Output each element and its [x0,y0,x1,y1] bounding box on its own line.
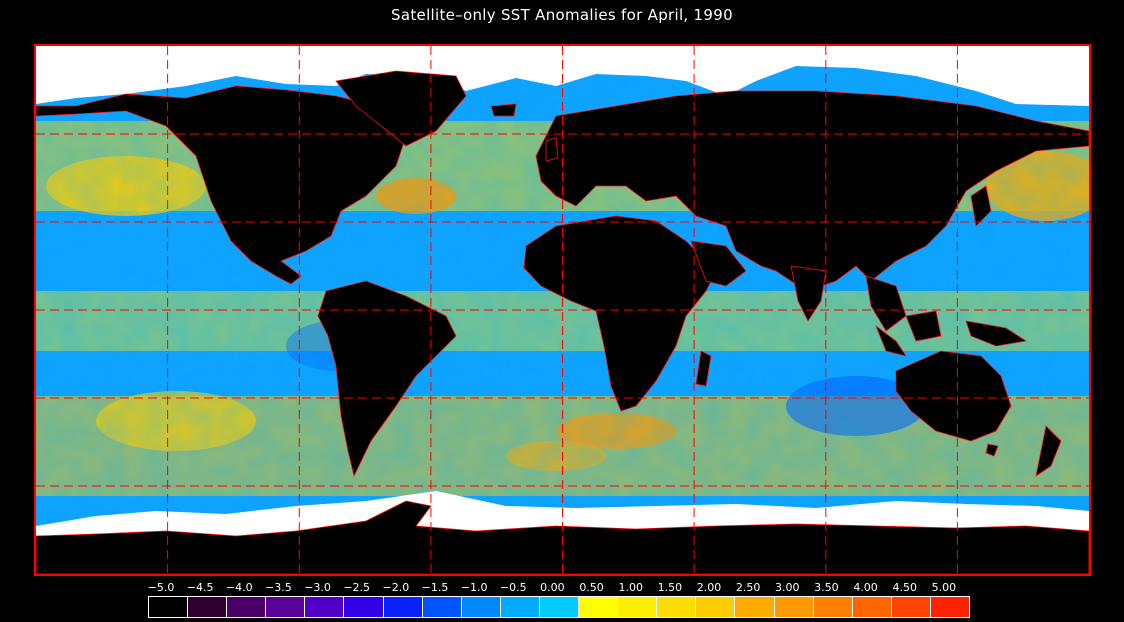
southeast-asia [865,275,907,332]
colorbar-swatch [500,597,540,617]
colorbar-swatch [930,597,969,617]
tasmania [985,443,999,457]
colorbar-swatch [383,597,423,617]
europe-asia [535,90,1089,292]
japan [970,185,992,227]
colorbar-swatch [774,597,814,617]
madagascar [695,350,712,387]
colorbar-swatch [852,597,892,617]
colorbar-tick-labels: −5.0 −4.5 −4.0 −3.5 −3.0 −2.5 −2.0 −1.5 −1.0 −0.5… [0,581,1124,595]
colorbar-tick-label: −4.5 [186,581,214,594]
new-zealand [1035,425,1062,477]
colorbar-tick-label: 0.00 [540,581,565,594]
colorbar-swatch [735,597,775,617]
colorbar-tick-label: −2.5 [343,581,371,594]
colorbar-tick-label: −5.0 [147,581,175,594]
new-guinea [965,320,1028,347]
south-america [317,280,457,478]
iceland [490,103,517,117]
colorbar-tick-label: 4.00 [853,581,878,594]
map-frame [34,44,1091,576]
colorbar-tick-label: −3.5 [265,581,292,594]
colorbar-swatch [696,597,736,617]
uk-ireland [545,137,559,162]
colorbar-swatch [266,597,306,617]
colorbar-swatch [227,597,267,617]
graticule [36,46,1089,574]
colorbar-tick-label: 5.00 [931,581,957,594]
colorbar-tick-label: 1.50 [657,581,683,594]
colorbar-tick-label: 4.50 [892,581,917,594]
colorbar-tick-label: −2.0 [382,581,410,594]
colorbar-tick-label: 0.50 [579,581,604,594]
india [790,265,827,322]
chart-title: Satellite–only SST Anomalies for April, … [391,6,733,24]
arabia [690,240,747,287]
colorbar-tick-label: 3.00 [775,581,800,594]
colorbar-swatch [422,597,462,617]
colorbar-tick-label: −3.0 [304,581,331,594]
sumatra [875,324,907,357]
colorbar-tick-label: −0.5 [499,581,527,594]
sst-anomaly-map [36,46,1089,574]
greenland [335,70,467,147]
colorbar-swatch [539,597,580,617]
colorbar-swatch [461,597,501,617]
africa [523,215,717,412]
colorbar-tick-label: −1.0 [460,581,488,594]
colorbar-swatch [305,597,345,617]
borneo [905,310,942,342]
colorbar-swatch [149,597,189,617]
colorbar-tick-label: 2.50 [735,581,761,594]
colorbar-tick-label: −4.0 [225,581,253,594]
australia [895,350,1012,442]
colorbar [148,596,970,618]
colorbar-swatch [344,597,384,617]
colorbar-tick-label: 2.00 [696,581,722,594]
colorbar-tick-label: 1.00 [618,581,643,594]
colorbar-tick-label: −1.5 [421,581,449,594]
colorbar-swatch [188,597,228,617]
north-america [36,85,407,285]
colorbar-swatch [813,597,853,617]
colorbar-swatch [657,597,697,617]
colorbar-swatch [891,597,931,617]
colorbar-tick-label: 3.50 [814,581,839,594]
colorbar-swatch [579,597,619,617]
colorbar-swatch [618,597,658,617]
